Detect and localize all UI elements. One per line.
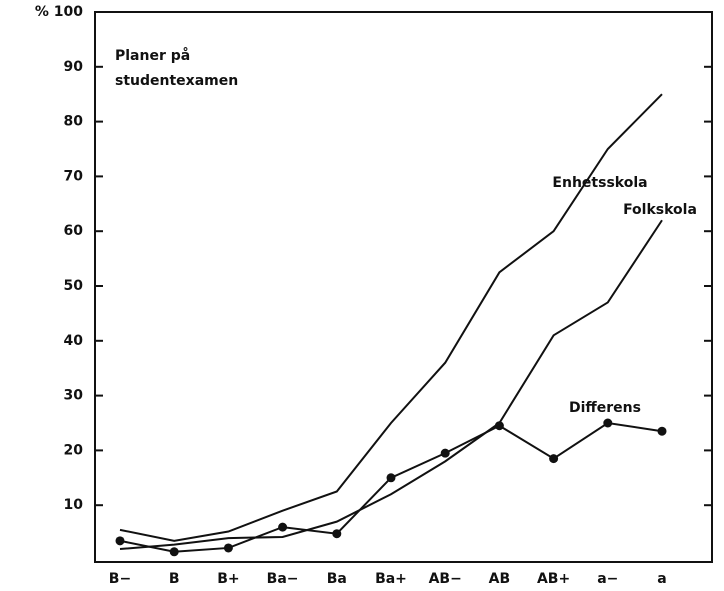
data-point [223, 543, 233, 553]
data-point [549, 454, 559, 464]
x-tick-label: AB+ [537, 571, 570, 587]
data-point [494, 421, 504, 431]
x-tick-label: AB− [429, 571, 462, 587]
y-tick-label: 80 [64, 114, 84, 130]
series-line [119, 421, 663, 553]
series-label: Enhetsskola [552, 175, 647, 191]
series-line [119, 219, 663, 551]
y-tick-label: 50 [64, 278, 84, 294]
annotation: studentexamen [115, 73, 238, 89]
data-point [332, 529, 342, 539]
series-line [119, 93, 663, 542]
series-label: Folkskola [623, 202, 697, 218]
data-point [278, 522, 288, 532]
y-tick-label: 70 [64, 168, 84, 184]
data-point [603, 418, 613, 428]
x-tick-label: a [657, 571, 666, 587]
x-tick-label: Ba+ [375, 571, 407, 587]
data-point [115, 536, 125, 546]
x-tick-label: AB [489, 571, 511, 587]
y-tick-label: 90 [64, 59, 84, 75]
series-label: Differens [569, 400, 641, 416]
data-point [440, 448, 450, 458]
data-point [657, 426, 667, 436]
x-tick-label: Ba− [267, 571, 299, 587]
y-tick-label: 10 [64, 497, 84, 513]
x-tick-label: B+ [217, 571, 239, 587]
data-point [169, 547, 179, 557]
y-tick-label: 60 [64, 223, 84, 239]
x-tick-label: B− [109, 571, 131, 587]
x-tick-label: Ba [327, 571, 347, 587]
plot-frame [94, 11, 713, 563]
y-tick-label: % 100 [35, 4, 83, 20]
annotation: Planer på [115, 47, 190, 64]
y-tick-label: 40 [64, 333, 84, 349]
y-tick-label: 30 [64, 388, 84, 404]
x-tick-label: B [169, 571, 180, 587]
x-tick-label: a− [597, 571, 618, 587]
data-point [386, 473, 396, 483]
y-tick-label: 20 [64, 442, 84, 458]
